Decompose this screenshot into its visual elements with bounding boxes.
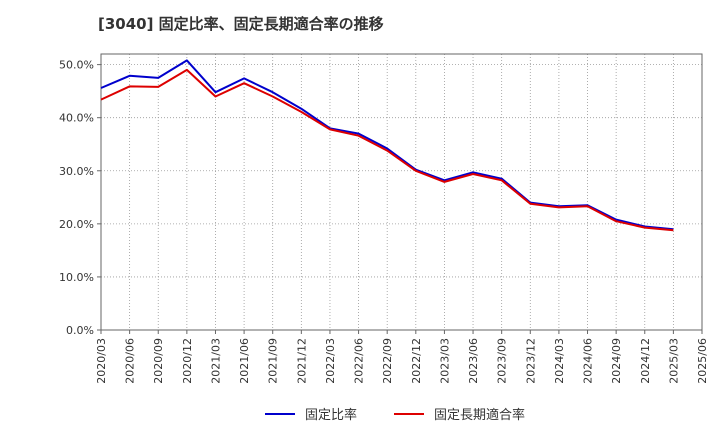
x-tick-label: 2023/12	[524, 338, 537, 384]
x-tick-label: 2024/06	[582, 338, 595, 384]
x-tick-label: 2022/12	[410, 338, 423, 384]
series-lines	[100, 59, 674, 232]
x-tick-label: 2021/06	[238, 338, 251, 384]
x-tick-label: 2021/09	[267, 338, 280, 384]
x-tick-label: 2020/12	[181, 338, 194, 384]
x-tick-label: 2025/06	[696, 338, 709, 384]
x-tick-label: 2023/09	[496, 338, 509, 384]
legend-label-1: 固定比率	[305, 407, 357, 423]
y-tick-label: 30.0%	[59, 165, 94, 178]
x-tick-label: 2024/09	[610, 338, 623, 384]
plot-area	[100, 53, 703, 331]
x-tick-label: 2021/03	[209, 338, 222, 384]
chart-title: [3040] 固定比率、固定長期適合率の推移	[98, 15, 384, 33]
x-tick-label: 2020/03	[95, 338, 108, 384]
legend-label-2: 固定長期適合率	[434, 407, 525, 423]
y-tick-label: 20.0%	[59, 218, 94, 231]
x-tick-label: 2023/03	[438, 338, 451, 384]
x-tick-label: 2022/06	[353, 338, 366, 384]
x-tick-label: 2021/12	[295, 338, 308, 384]
y-tick-label: 50.0%	[59, 59, 94, 72]
grid-lines	[100, 54, 703, 331]
y-tick-label: 0.0%	[66, 324, 94, 337]
x-tick-label: 2024/03	[553, 338, 566, 384]
x-tick-label: 2022/03	[324, 338, 337, 384]
legend: 固定比率 固定長期適合率	[265, 407, 525, 423]
x-tick-label: 2020/09	[152, 338, 165, 384]
x-tick-label: 2024/12	[639, 338, 652, 384]
y-tick-label: 10.0%	[59, 271, 94, 284]
x-tick-label: 2022/09	[381, 338, 394, 384]
series-line-1	[100, 59, 674, 231]
x-tick-label: 2020/06	[124, 338, 137, 384]
series-line-2	[100, 68, 674, 232]
y-tick-label: 40.0%	[59, 112, 94, 125]
y-axis: 0.0% 10.0% 20.0% 30.0% 40.0% 50.0%	[59, 59, 101, 337]
x-tick-label: 2025/03	[667, 338, 680, 384]
x-axis: 2020/03 2020/06 2020/09 2020/12 2021/03 2021/…	[95, 330, 709, 384]
x-tick-label: 2023/06	[467, 338, 480, 384]
